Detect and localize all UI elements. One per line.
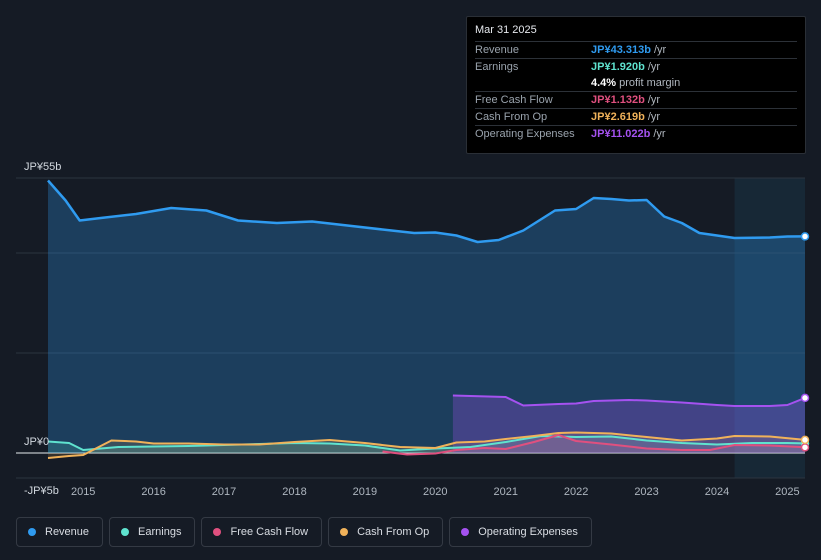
- tooltip-label: Operating Expenses: [475, 128, 575, 140]
- legend-label: Revenue: [45, 526, 90, 538]
- tooltip-label: Cash From Op: [475, 111, 548, 123]
- tooltip-row: Revenue JP¥43.313b/yr: [475, 41, 797, 58]
- legend-item-operating-expenses[interactable]: Operating Expenses: [449, 517, 592, 547]
- x-tick-label: 2020: [423, 486, 447, 498]
- tooltip-row: Operating Expenses JP¥11.022b/yr: [475, 125, 797, 142]
- free-cash-flow-line: [382, 434, 806, 456]
- free-cash-flow-area: [382, 435, 805, 455]
- tooltip-unit: /yr: [653, 44, 667, 56]
- legend-item-earnings[interactable]: Earnings: [109, 517, 196, 547]
- tooltip-value: 4.4%: [591, 77, 617, 89]
- tooltip-row: Cash From Op JP¥2.619b/yr: [475, 108, 797, 125]
- x-tick-label: 2021: [493, 486, 517, 498]
- tooltip-row: Earnings JP¥1.920b/yr: [475, 58, 797, 75]
- x-tick-label: 2025: [775, 486, 799, 498]
- financials-chart: JP¥55b JP¥0 -JP¥5b 2015 2016 2017 2018 2019 202…: [16, 161, 810, 498]
- revenue-end-point: [800, 232, 810, 241]
- earnings-area: [48, 436, 805, 453]
- tooltip-row: Free Cash Flow JP¥1.132b/yr: [475, 91, 797, 108]
- tooltip-unit: /yr: [647, 94, 661, 106]
- cash-from-op-line: [47, 431, 806, 459]
- y-tick-label: JP¥0: [24, 436, 49, 448]
- x-tick-label: 2019: [353, 486, 377, 498]
- operating-expenses-line: [452, 394, 806, 407]
- x-tick-label: 2016: [141, 486, 165, 498]
- tooltip-value: JP¥1.920b: [591, 61, 645, 73]
- tooltip-unit: /yr: [653, 128, 666, 140]
- legend-label: Operating Expenses: [478, 526, 578, 538]
- legend-item-free-cash-flow[interactable]: Free Cash Flow: [201, 517, 323, 547]
- legend-item-revenue[interactable]: Revenue: [16, 517, 104, 547]
- x-tick-label: 2022: [564, 486, 588, 498]
- tooltip-unit: /yr: [647, 61, 661, 73]
- operating-expenses-end-point: [800, 393, 810, 403]
- legend-dot-icon: [340, 528, 349, 536]
- x-tick-label: 2024: [705, 486, 729, 498]
- free-cash-flow-end-point: [800, 443, 810, 452]
- tooltip-value: JP¥2.619b: [591, 111, 645, 123]
- revenue-area: [48, 180, 805, 453]
- legend-dot-icon: [461, 528, 470, 536]
- cash-from-op-area: [48, 432, 805, 458]
- y-tick-label: JP¥55b: [24, 161, 61, 173]
- legend-label: Earnings: [138, 526, 182, 538]
- tooltip-value: JP¥11.022b: [591, 128, 651, 140]
- x-tick-label: 2017: [212, 486, 236, 498]
- legend-label: Free Cash Flow: [230, 526, 309, 538]
- tooltip-label: Revenue: [475, 44, 520, 56]
- legend-dot-icon: [121, 528, 130, 536]
- cash-from-op-end-point: [800, 435, 810, 445]
- legend: Revenue Earnings Free Cash Flow Cash From O…: [16, 517, 592, 547]
- y-tick-label: -JP¥5b: [24, 485, 59, 497]
- x-tick-label: 2015: [71, 486, 95, 498]
- earnings-line: [47, 435, 806, 452]
- tooltip: Mar 31 2025 Revenue JP¥43.313b/yr Earnings…: [466, 16, 806, 154]
- tooltip-unit: /yr: [647, 111, 661, 123]
- tooltip-label: Earnings: [475, 61, 519, 73]
- tooltip-value: JP¥43.313b: [591, 44, 651, 56]
- tooltip-unit: profit margin: [619, 77, 681, 89]
- forecast-shade: [734, 178, 805, 478]
- tooltip-label: Free Cash Flow: [475, 94, 553, 106]
- legend-dot-icon: [213, 528, 222, 536]
- legend-dot-icon: [28, 528, 36, 536]
- tooltip-date: Mar 31 2025: [475, 24, 537, 36]
- revenue-line: [47, 179, 806, 244]
- tooltip-row: 4.4% profit margin: [475, 75, 797, 91]
- tooltip-value: JP¥1.132b: [591, 94, 645, 106]
- legend-label: Cash From Op: [357, 526, 430, 538]
- x-tick-label: 2018: [282, 486, 306, 498]
- x-tick-label: 2023: [634, 486, 658, 498]
- legend-item-cash-from-op[interactable]: Cash From Op: [328, 517, 444, 547]
